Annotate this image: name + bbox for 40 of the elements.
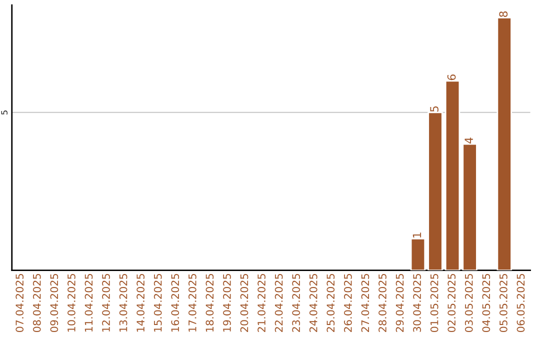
x-tick-label: 10.04.2025	[68, 274, 76, 332]
x-tick-label: 29.04.2025	[396, 274, 404, 332]
bar	[444, 80, 460, 270]
x-tick-label: 02.05.2025	[448, 274, 456, 332]
x-tick-label: 23.04.2025	[292, 274, 300, 332]
x-tick-label: 17.04.2025	[188, 274, 196, 332]
x-tick-label: 18.04.2025	[206, 274, 214, 332]
x-tick-label: 11.04.2025	[84, 274, 93, 332]
x-tick-label: 15.04.2025	[154, 274, 162, 332]
x-tick-label: 22.04.2025	[274, 274, 283, 332]
x-tick-label: 01.05.2025	[430, 274, 438, 332]
x-tick-label: 13.04.2025	[119, 274, 128, 332]
x-tick-label: 12.04.2025	[102, 274, 110, 332]
x-tick-label: 24.04.2025	[309, 274, 318, 332]
bar	[428, 112, 443, 270]
x-tick-label: 03.05.2025	[464, 274, 473, 332]
x-tick-label: 08.04.2025	[32, 274, 41, 332]
x-tick-label: 07.04.2025	[16, 274, 24, 332]
bar	[462, 143, 478, 270]
x-tick-label: 04.05.2025	[482, 274, 490, 332]
data-label: 5	[430, 106, 438, 112]
x-tick-label: 30.04.2025	[413, 274, 421, 332]
data-label: 6	[447, 74, 456, 80]
data-label: 8	[499, 11, 508, 17]
x-tick-label: 21.04.2025	[258, 274, 266, 332]
x-tick-label: 28.04.2025	[378, 274, 386, 332]
x-tick-label: 26.04.2025	[344, 274, 352, 332]
x-tick-label: 19.04.2025	[223, 274, 231, 332]
bar	[410, 238, 426, 270]
x-tick-label: 25.04.2025	[326, 274, 335, 332]
x-tick-label: 20.04.2025	[240, 274, 248, 332]
x-tick-label: 05.05.2025	[500, 274, 508, 332]
x-tick-label: 16.04.2025	[171, 274, 180, 332]
data-label: 1	[412, 232, 422, 238]
bar	[496, 17, 512, 270]
data-label: 4	[464, 138, 473, 144]
x-tick-label: 06.05.2025	[516, 274, 525, 332]
x-tick-label: 14.04.2025	[136, 274, 144, 332]
x-tick-label: 09.04.2025	[50, 274, 58, 332]
x-tick-label: 27.04.2025	[361, 274, 370, 332]
